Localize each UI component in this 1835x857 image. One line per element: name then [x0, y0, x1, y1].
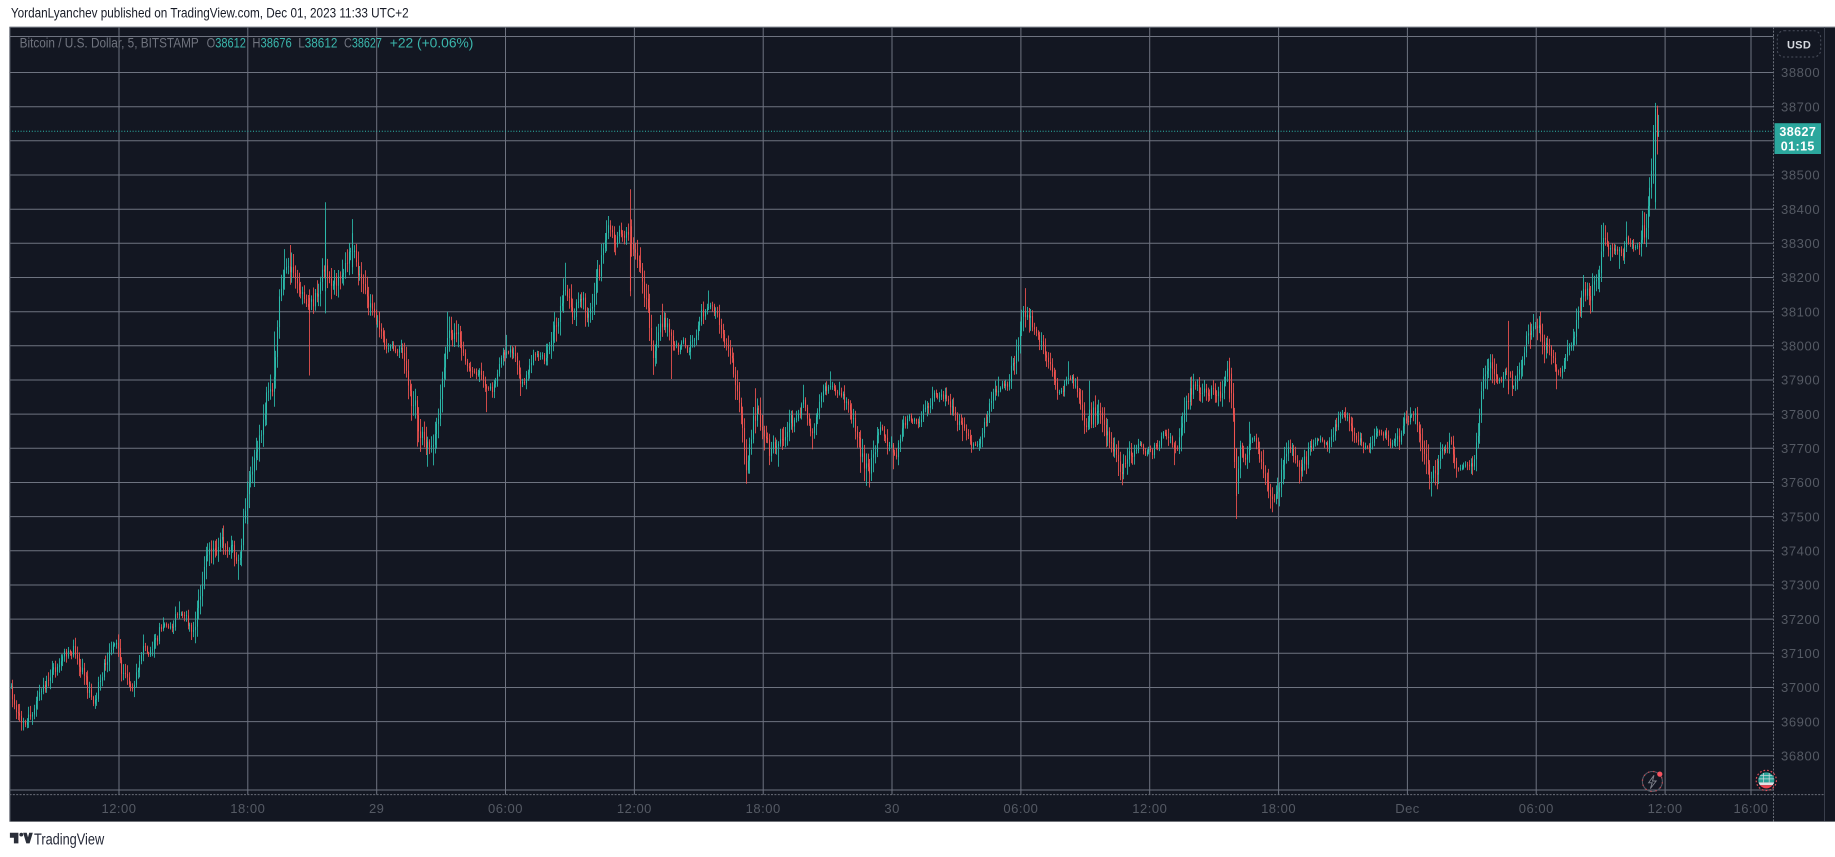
svg-text:38000: 38000	[1781, 339, 1820, 354]
svg-text:38627: 38627	[1779, 125, 1816, 139]
svg-text:12:00: 12:00	[101, 801, 136, 816]
svg-text:USD: USD	[1787, 39, 1811, 51]
svg-text:37200: 37200	[1781, 612, 1820, 627]
svg-text:37900: 37900	[1781, 373, 1820, 388]
svg-text:37500: 37500	[1781, 509, 1820, 524]
svg-text:18:00: 18:00	[1261, 801, 1296, 816]
svg-text:YordanLyanchev published on Tr: YordanLyanchev published on TradingView.…	[11, 6, 409, 21]
svg-text:Dec: Dec	[1395, 801, 1420, 816]
svg-text:12:00: 12:00	[617, 801, 652, 816]
svg-text:38300: 38300	[1781, 236, 1820, 251]
svg-text:38800: 38800	[1781, 65, 1820, 80]
svg-text:36900: 36900	[1781, 714, 1820, 729]
svg-text:O38612: O38612	[207, 35, 246, 50]
svg-text:38500: 38500	[1781, 168, 1820, 183]
svg-text:C38627: C38627	[344, 35, 382, 50]
svg-text:38100: 38100	[1781, 304, 1820, 319]
svg-text:37100: 37100	[1781, 646, 1820, 661]
svg-text:16:00: 16:00	[1733, 801, 1768, 816]
svg-text:06:00: 06:00	[1003, 801, 1038, 816]
svg-text:TradingView: TradingView	[34, 831, 105, 848]
svg-text:37000: 37000	[1781, 680, 1820, 695]
svg-text:01:15: 01:15	[1781, 140, 1815, 154]
svg-text:12:00: 12:00	[1648, 801, 1683, 816]
svg-text:37700: 37700	[1781, 441, 1820, 456]
svg-text:30: 30	[884, 801, 899, 816]
svg-text:38400: 38400	[1781, 202, 1820, 217]
svg-text:L38612: L38612	[298, 35, 337, 50]
svg-text:+22 (+0.06%): +22 (+0.06%)	[390, 35, 474, 50]
svg-text:38700: 38700	[1781, 99, 1820, 114]
svg-text:38200: 38200	[1781, 270, 1820, 285]
svg-text:Bitcoin / U.S. Dollar, 5, BITS: Bitcoin / U.S. Dollar, 5, BITSTAMP	[20, 35, 199, 50]
svg-text:37300: 37300	[1781, 578, 1820, 593]
svg-text:06:00: 06:00	[488, 801, 523, 816]
svg-text:37400: 37400	[1781, 544, 1820, 559]
svg-text:36800: 36800	[1781, 749, 1820, 764]
svg-text:06:00: 06:00	[1519, 801, 1554, 816]
svg-text:H38676: H38676	[252, 35, 292, 50]
svg-text:37600: 37600	[1781, 475, 1820, 490]
svg-text:18:00: 18:00	[746, 801, 781, 816]
svg-text:29: 29	[369, 801, 384, 816]
svg-text:37800: 37800	[1781, 407, 1820, 422]
svg-text:18:00: 18:00	[230, 801, 265, 816]
svg-text:12:00: 12:00	[1132, 801, 1167, 816]
